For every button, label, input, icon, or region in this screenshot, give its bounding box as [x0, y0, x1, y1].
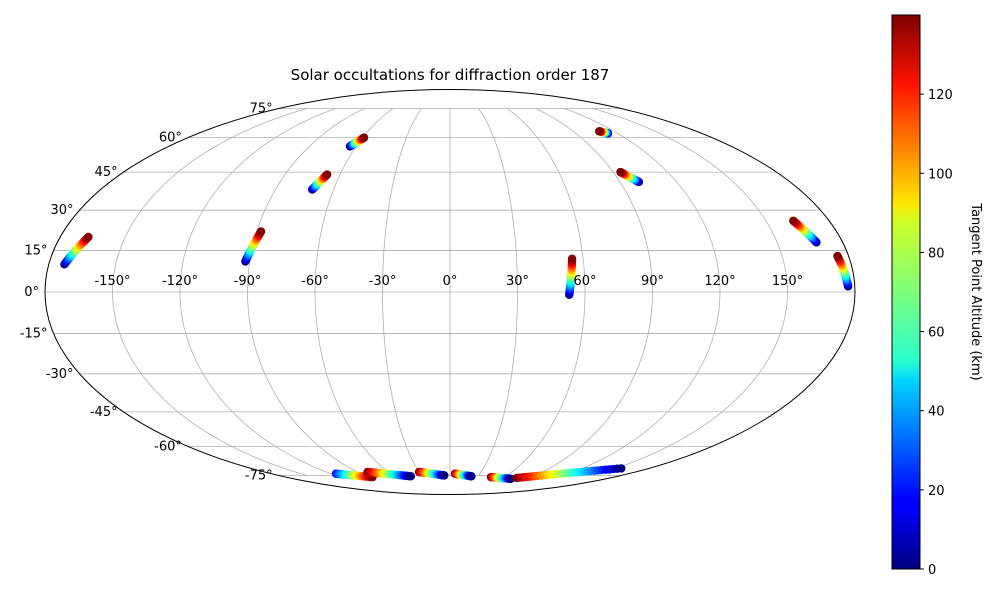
latitude-tick-label: 75° — [250, 102, 273, 117]
longitude-tick-label: 90° — [641, 274, 664, 289]
colorbar-gradient — [891, 14, 921, 570]
latitude-tick-label: -75° — [245, 468, 273, 483]
occultation-points — [60, 127, 853, 483]
latitude-tick-label: -60° — [154, 439, 182, 454]
latitude-tick-label: -45° — [90, 405, 118, 420]
latitude-tick-label: 0° — [24, 285, 39, 300]
occultation-point — [789, 216, 798, 225]
colorbar-tick-label: 100 — [928, 167, 953, 182]
longitude-tick-label: 0° — [443, 274, 458, 289]
occultation-point — [256, 227, 266, 236]
colorbar-tick-label: 80 — [928, 246, 945, 261]
occultation-point — [440, 471, 449, 480]
latitude-tick-label: 60° — [159, 131, 182, 146]
colorbar-tick-label: 40 — [928, 405, 945, 420]
occultation-point — [833, 251, 842, 261]
latitude-tick-label: -30° — [46, 367, 74, 382]
latitude-tick-label: 45° — [95, 165, 118, 180]
longitude-tick-label: 60° — [573, 274, 596, 289]
occultation-point — [359, 133, 369, 142]
occultation-point — [84, 232, 93, 242]
map-outline — [44, 89, 856, 495]
longitude-tick-label: -90° — [234, 274, 262, 289]
longitude-tick-label: -120° — [162, 274, 198, 289]
colorbar-tick-label: 0 — [928, 563, 936, 578]
occultation-point — [595, 127, 604, 136]
occultation-point — [322, 170, 332, 179]
latitude-tick-label: 15° — [25, 244, 48, 259]
longitude-tick-label: -150° — [94, 274, 130, 289]
latitude-tick-label: -15° — [20, 326, 48, 341]
colorbar-label: Tangent Point Altitude (km) — [968, 202, 983, 380]
longitude-tick-label: 30° — [506, 274, 529, 289]
occultation-point — [617, 464, 626, 473]
longitude-tick-label: -60° — [301, 274, 329, 289]
longitude-tick-label: 120° — [704, 274, 735, 289]
longitude-tick-label: -30° — [369, 274, 397, 289]
chart-title: Solar occultations for diffraction order… — [291, 66, 610, 84]
longitude-tick-label: 150° — [772, 274, 803, 289]
occultation-point — [567, 254, 577, 263]
plot-area: -150° -120° -90° -60° -30° 0° 30° 60° 90° 120° 150… — [20, 89, 856, 495]
longitude-tick-labels: -150° -120° -90° -60° -30° 0° 30° 60° 90° 120° 150… — [94, 274, 803, 289]
occultation-point — [406, 472, 416, 481]
colorbar-tick-label: 120 — [928, 88, 953, 103]
colorbar-tick-label: 20 — [928, 484, 945, 499]
map-grid — [45, 108, 855, 476]
colorbar: 0 20 40 60 80 100 120 Tangent Point Altitude (… — [891, 14, 983, 578]
latitude-tick-labels: 75° 60° 45° 30° 15° 0° -15° -30° -45° -60° -75° — [20, 102, 273, 484]
colorbar-tick-label: 60 — [928, 326, 945, 341]
occultation-point — [616, 167, 625, 177]
colorbar-ticks: 0 20 40 60 80 100 120 — [920, 88, 953, 578]
latitude-tick-label: 30° — [50, 203, 73, 218]
occultation-point — [467, 472, 476, 481]
